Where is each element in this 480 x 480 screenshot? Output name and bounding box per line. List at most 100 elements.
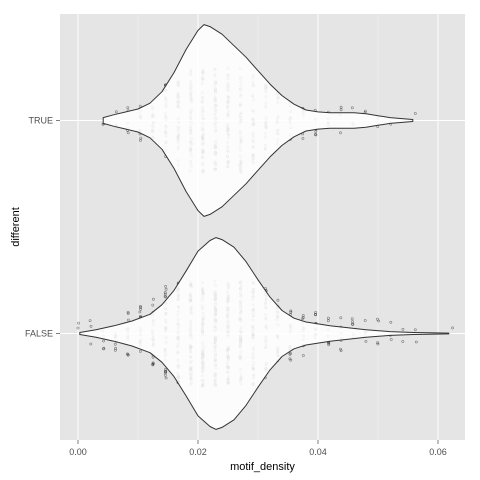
data-point xyxy=(389,320,393,324)
data-point xyxy=(164,370,168,374)
data-point xyxy=(351,322,354,326)
data-point xyxy=(151,362,155,366)
data-point xyxy=(389,338,393,341)
data-point xyxy=(314,133,318,137)
data-point xyxy=(376,341,380,345)
data-point xyxy=(351,320,354,324)
data-point xyxy=(88,319,92,323)
data-point xyxy=(163,294,167,298)
data-point xyxy=(164,376,168,380)
data-point xyxy=(301,316,305,320)
data-point xyxy=(163,291,167,294)
data-point xyxy=(89,324,93,328)
data-point xyxy=(314,130,318,134)
data-point xyxy=(350,317,354,321)
violin-false xyxy=(79,237,450,430)
data-point xyxy=(126,131,130,135)
x-tick-label: 0.04 xyxy=(309,447,327,457)
data-point xyxy=(114,110,118,114)
data-point xyxy=(151,355,155,359)
data-point xyxy=(314,313,318,317)
data-point xyxy=(351,322,355,326)
data-point xyxy=(126,312,130,315)
data-point xyxy=(289,309,293,313)
data-point xyxy=(139,305,142,309)
data-point xyxy=(364,339,368,343)
data-point xyxy=(350,106,354,110)
data-point xyxy=(163,373,167,377)
data-point xyxy=(376,342,380,346)
data-point xyxy=(289,351,292,355)
data-point xyxy=(76,326,80,330)
axes: 0.00 0.02 0.04 0.06 TRUE FALSE xyxy=(25,116,447,458)
data-point xyxy=(301,354,305,357)
data-point xyxy=(413,112,417,115)
y-tick-label: TRUE xyxy=(29,116,54,126)
data-point xyxy=(163,292,167,296)
data-point xyxy=(139,304,142,308)
data-point xyxy=(288,357,292,361)
violin-true xyxy=(102,24,414,217)
data-point xyxy=(126,318,130,322)
data-point xyxy=(164,367,168,371)
x-tick-label: 0.02 xyxy=(189,447,207,457)
x-axis-title: motif_density xyxy=(230,461,295,473)
data-point xyxy=(125,352,129,356)
data-point xyxy=(114,348,117,352)
data-point xyxy=(113,342,117,346)
data-point xyxy=(301,317,304,321)
data-point xyxy=(339,316,343,320)
y-axis-title: different xyxy=(10,207,22,247)
data-point xyxy=(138,104,142,108)
data-point xyxy=(138,138,142,142)
data-point xyxy=(376,317,379,321)
data-point xyxy=(401,327,405,331)
data-point xyxy=(339,131,342,135)
data-point xyxy=(126,310,130,314)
data-point xyxy=(114,346,118,350)
data-point xyxy=(327,341,331,345)
y-tick-label: FALSE xyxy=(25,329,53,339)
data-point xyxy=(414,340,418,344)
data-point xyxy=(164,287,168,291)
data-point xyxy=(151,363,155,367)
data-point xyxy=(377,319,381,323)
data-point xyxy=(126,353,130,357)
data-point xyxy=(138,310,142,314)
data-point xyxy=(363,109,367,113)
data-point xyxy=(289,310,293,314)
data-point xyxy=(138,349,142,353)
data-point xyxy=(151,297,155,301)
data-point xyxy=(102,347,105,351)
data-point xyxy=(401,340,405,343)
data-point xyxy=(139,136,143,140)
data-point xyxy=(151,303,155,307)
data-point xyxy=(339,349,343,353)
data-point xyxy=(151,362,155,366)
data-point xyxy=(126,106,130,110)
data-point xyxy=(126,353,130,357)
data-point xyxy=(276,298,280,302)
data-point xyxy=(102,339,105,343)
x-tick-label: 0.06 xyxy=(429,447,447,457)
data-point xyxy=(289,358,293,362)
data-point xyxy=(413,328,417,332)
data-point xyxy=(313,313,317,316)
data-point xyxy=(288,352,292,356)
data-point xyxy=(164,369,167,373)
violins xyxy=(79,24,450,430)
data-point xyxy=(339,108,343,112)
data-point xyxy=(77,321,80,325)
data-point xyxy=(314,311,318,314)
data-point xyxy=(327,343,331,347)
data-point xyxy=(451,326,454,330)
data-point xyxy=(164,371,167,375)
data-point xyxy=(301,314,305,317)
data-point xyxy=(139,307,143,311)
data-point xyxy=(339,105,343,109)
data-point xyxy=(326,316,330,320)
data-point xyxy=(313,133,317,136)
data-point xyxy=(164,284,168,288)
